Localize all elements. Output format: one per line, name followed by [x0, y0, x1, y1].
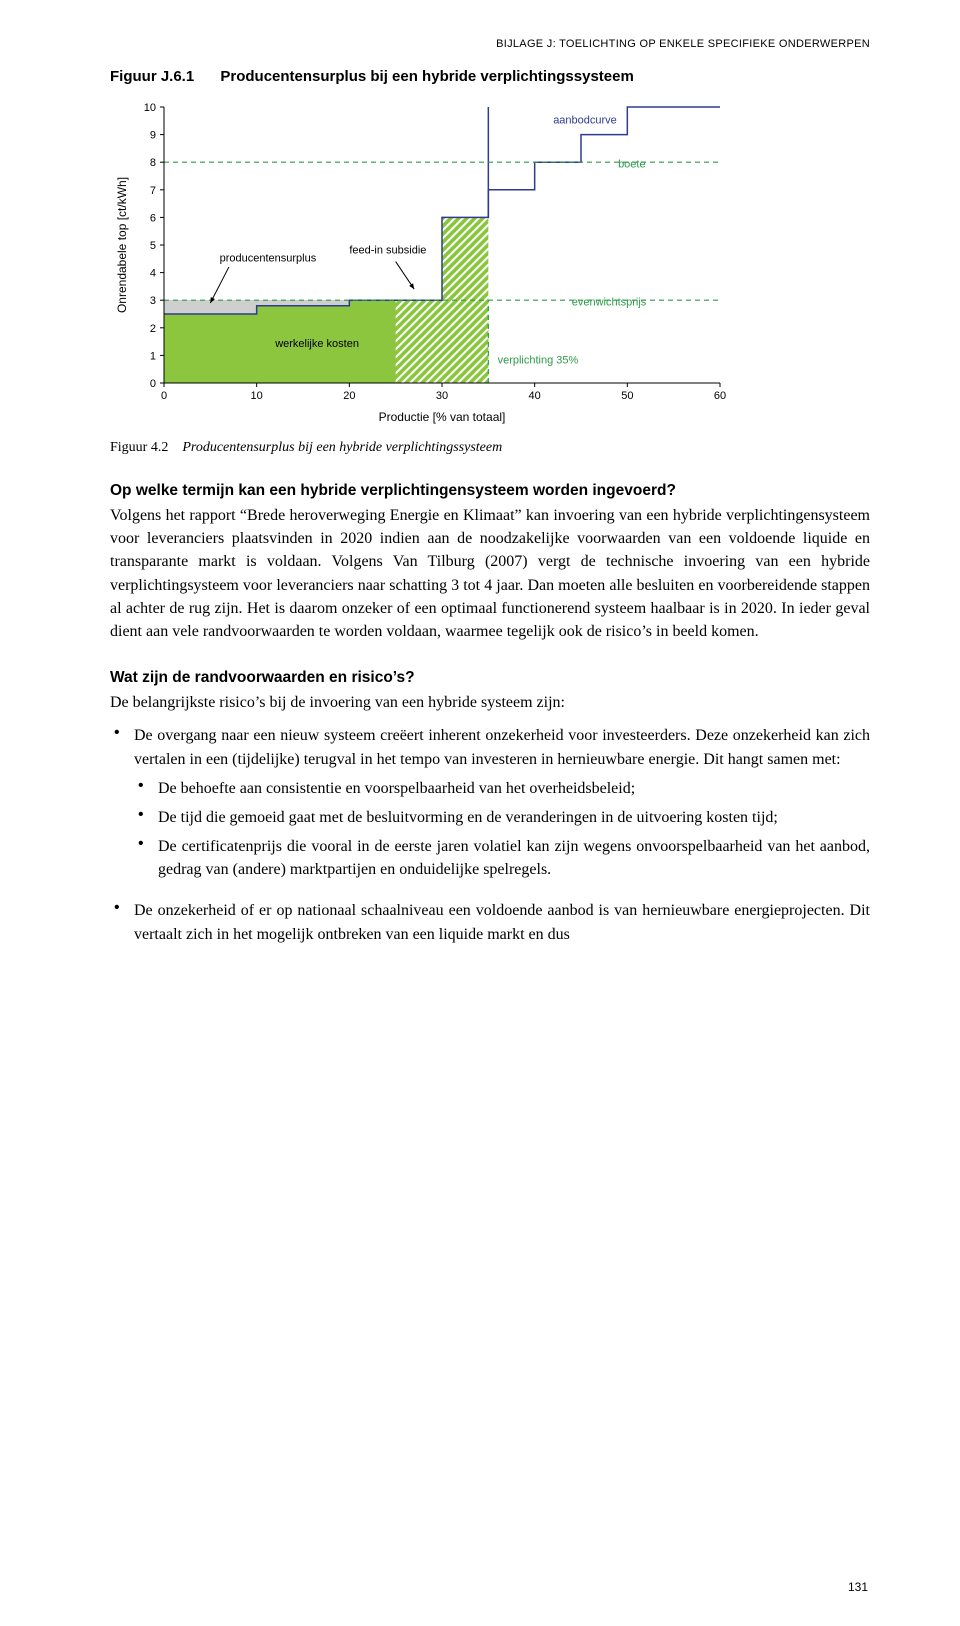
sub-list-item: De certificatenprijs die vooral in de ee…	[134, 835, 870, 881]
svg-text:boete: boete	[618, 159, 646, 171]
svg-text:Onrendabele top [ct/kWh]: Onrendabele top [ct/kWh]	[115, 177, 129, 313]
svg-text:20: 20	[343, 390, 355, 402]
svg-text:feed-in subsidie: feed-in subsidie	[349, 244, 426, 256]
section-q1: Op welke termijn kan een hybride verplic…	[110, 482, 870, 643]
svg-text:Productie [% van totaal]: Productie [% van totaal]	[379, 410, 506, 424]
svg-text:40: 40	[529, 390, 541, 402]
svg-text:8: 8	[150, 157, 156, 169]
question-2: Wat zijn de randvoorwaarden en risico’s?	[110, 669, 870, 687]
svg-text:10: 10	[251, 390, 263, 402]
page-number: 131	[848, 1580, 868, 1594]
svg-text:verplichting 35%: verplichting 35%	[498, 355, 579, 367]
svg-text:1: 1	[150, 350, 156, 362]
chart-caption-text: Producentensurplus bij een hybride verpl…	[182, 440, 502, 455]
svg-text:werkelijke kosten: werkelijke kosten	[274, 338, 359, 350]
figure-heading: Figuur J.6.1 Producentensurplus bij een …	[110, 68, 870, 85]
svg-text:evenwichtsprijs: evenwichtsprijs	[572, 297, 647, 309]
chart-caption-number: Figuur 4.2	[110, 440, 168, 455]
sub-list-item-text: De certificatenprijs die vooral in de ee…	[158, 835, 870, 881]
list-item: De overgang naar een nieuw systeem creëe…	[110, 724, 870, 881]
sub-bullet-list: De behoefte aan consistentie en voorspel…	[134, 777, 870, 882]
page: BIJLAGE J: TOELICHTING OP ENKELE SPECIFI…	[0, 0, 960, 1626]
svg-text:4: 4	[150, 268, 156, 280]
svg-text:60: 60	[714, 390, 726, 402]
paragraph-q1: Volgens het rapport “Brede heroverweging…	[110, 504, 870, 643]
svg-text:0: 0	[150, 378, 156, 390]
svg-text:30: 30	[436, 390, 448, 402]
svg-text:aanbodcurve: aanbodcurve	[553, 115, 617, 127]
svg-text:0: 0	[161, 390, 167, 402]
paragraph-q2-intro: De belangrijkste risico’s bij de invoeri…	[110, 691, 870, 714]
svg-text:6: 6	[150, 212, 156, 224]
sub-list-item: De behoefte aan consistentie en voorspel…	[134, 777, 870, 800]
svg-text:3: 3	[150, 295, 156, 307]
cost-chart: 0 10 20 30 40 50 60 0 1 2 3 4 5 6 7 8 9 10 Productie [% va…	[110, 99, 730, 429]
running-head: BIJLAGE J: TOELICHTING OP ENKELE SPECIFI…	[110, 38, 870, 50]
sub-list-item-text: De tijd die gemoeid gaat met de besluitv…	[158, 806, 870, 829]
figure-number: Figuur J.6.1	[110, 68, 194, 85]
list-item-text: De onzekerheid of er op nationaal schaal…	[134, 899, 870, 945]
svg-text:producentensurplus: producentensurplus	[220, 253, 317, 265]
list-item: De onzekerheid of er op nationaal schaal…	[110, 899, 870, 945]
sub-list-item: De tijd die gemoeid gaat met de besluitv…	[134, 806, 870, 829]
bullet-list: De overgang naar een nieuw systeem creëe…	[110, 724, 870, 946]
svg-text:10: 10	[144, 102, 156, 114]
svg-text:9: 9	[150, 130, 156, 142]
svg-text:5: 5	[150, 240, 156, 252]
figure-title-text: Producentensurplus bij een hybride verpl…	[220, 68, 633, 85]
section-q2: Wat zijn de randvoorwaarden en risico’s?…	[110, 669, 870, 714]
list-item-text: De overgang naar een nieuw systeem creëe…	[134, 724, 870, 770]
svg-text:50: 50	[621, 390, 633, 402]
sub-list-item-text: De behoefte aan consistentie en voorspel…	[158, 777, 870, 800]
chart-caption: Figuur 4.2 Producentensurplus bij een hy…	[110, 440, 870, 456]
question-1: Op welke termijn kan een hybride verplic…	[110, 482, 870, 500]
chart-container: 0 10 20 30 40 50 60 0 1 2 3 4 5 6 7 8 9 10 Productie [% va…	[110, 99, 870, 434]
svg-text:7: 7	[150, 185, 156, 197]
svg-text:2: 2	[150, 323, 156, 335]
